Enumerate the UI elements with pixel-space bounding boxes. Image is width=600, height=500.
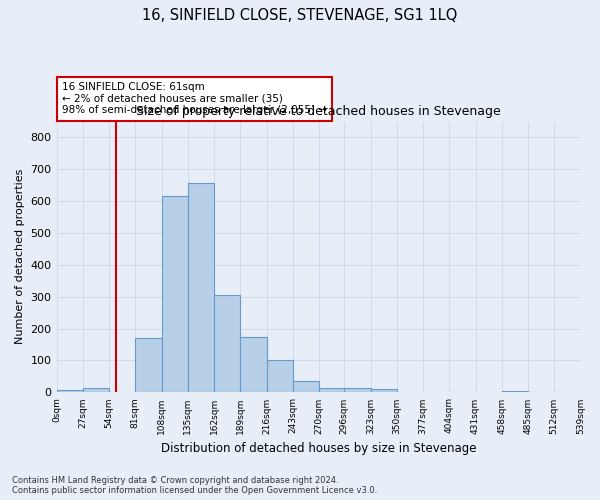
Bar	[344, 388, 371, 392]
Bar	[188, 183, 214, 392]
Bar	[161, 196, 188, 392]
Bar	[266, 360, 293, 392]
Bar	[319, 388, 345, 392]
Y-axis label: Number of detached properties: Number of detached properties	[15, 169, 25, 344]
Bar	[240, 336, 266, 392]
Bar	[135, 338, 161, 392]
Text: 16, SINFIELD CLOSE, STEVENAGE, SG1 1LQ: 16, SINFIELD CLOSE, STEVENAGE, SG1 1LQ	[142, 8, 458, 22]
X-axis label: Distribution of detached houses by size in Stevenage: Distribution of detached houses by size …	[161, 442, 476, 455]
Bar	[502, 391, 528, 392]
Bar	[293, 380, 319, 392]
Bar	[214, 295, 240, 392]
Text: Contains HM Land Registry data © Crown copyright and database right 2024.
Contai: Contains HM Land Registry data © Crown c…	[12, 476, 377, 495]
Bar	[56, 390, 83, 392]
Title: Size of property relative to detached houses in Stevenage: Size of property relative to detached ho…	[136, 106, 501, 118]
Text: 16 SINFIELD CLOSE: 61sqm
← 2% of detached houses are smaller (35)
98% of semi-de: 16 SINFIELD CLOSE: 61sqm ← 2% of detache…	[62, 82, 327, 116]
Bar	[83, 388, 109, 392]
Bar	[371, 389, 397, 392]
